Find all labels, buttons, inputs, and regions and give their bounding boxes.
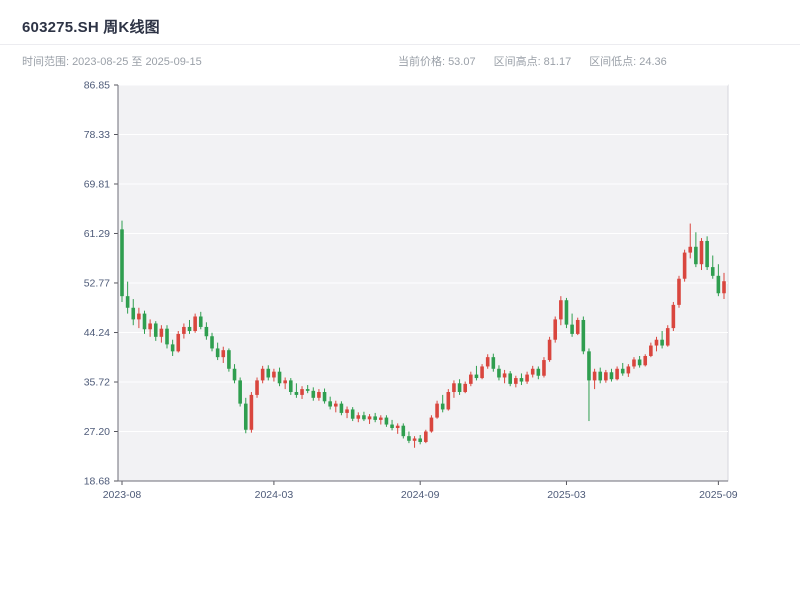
stat-current-price-label: 当前价格: [398,56,446,68]
svg-text:18.68: 18.68 [84,476,110,488]
page-title: 603275.SH 周K线图 [22,19,160,36]
svg-text:2025-09: 2025-09 [699,489,738,501]
svg-text:2024-09: 2024-09 [401,489,440,501]
svg-text:2023-08: 2023-08 [103,489,142,501]
stat-current-price: 当前价格: 53.07 [398,53,476,69]
kline-chart: 86.85 78.33 69.81 61.29 52.77 44.24 35.72 27.20… [84,80,738,502]
svg-text:69.81: 69.81 [84,178,110,190]
svg-text:2024-03: 2024-03 [255,489,294,501]
stat-range-low-value: 24.36 [639,56,667,68]
svg-text:78.33: 78.33 [84,129,110,141]
stat-range-high-value: 81.17 [543,56,572,68]
svg-text:44.24: 44.24 [84,327,110,339]
svg-text:61.29: 61.29 [84,228,110,240]
time-range-label: 时间范围: [22,56,70,68]
chart-area: 86.85 78.33 69.81 61.29 52.77 44.24 35.72 27.20… [0,65,800,535]
stats-group: 当前价格: 53.07 区间高点: 81.17 区间低点: 24.36 [398,53,667,69]
svg-text:35.72: 35.72 [84,377,110,389]
time-range: 时间范围: 2023-08-25 至 2025-09-15 [22,53,202,69]
header-divider [0,44,800,45]
stat-range-high-label: 区间高点: [493,56,541,68]
info-row: 时间范围: 2023-08-25 至 2025-09-15 当前价格: 53.07 … [0,51,800,69]
svg-text:52.77: 52.77 [84,277,110,289]
stat-range-low-label: 区间低点: [589,56,637,68]
stat-range-low: 区间低点: 24.36 [589,53,667,69]
svg-text:27.20: 27.20 [84,426,110,438]
stat-range-high: 区间高点: 81.17 [494,53,572,69]
time-range-value: 2023-08-25 至 2025-09-15 [72,56,202,68]
svg-text:2025-03: 2025-03 [547,489,586,501]
stat-current-price-value: 53.07 [448,56,476,68]
svg-text:86.85: 86.85 [84,80,110,92]
